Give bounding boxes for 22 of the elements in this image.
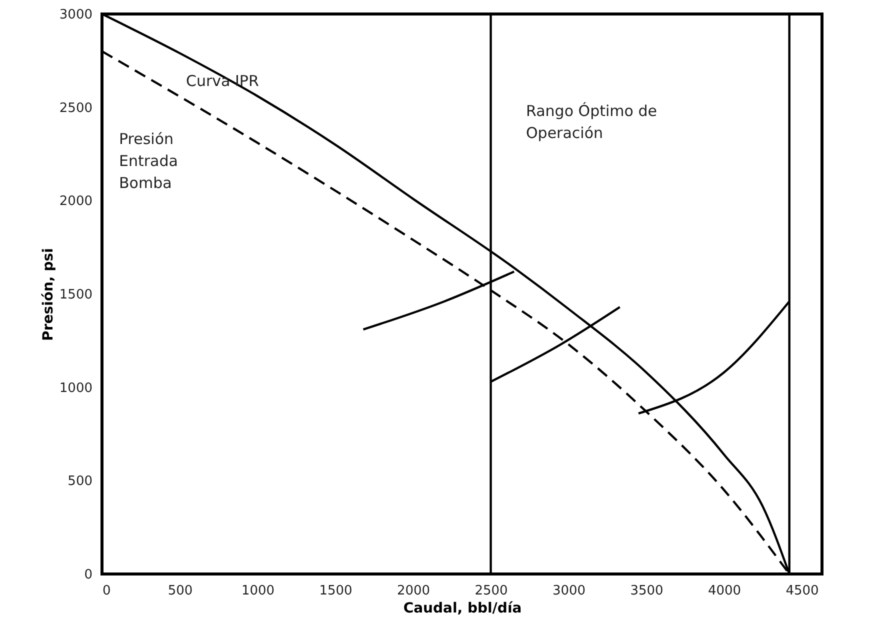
x-tick-label: 2000 bbox=[396, 584, 430, 598]
y-tick-label: 500 bbox=[68, 474, 92, 490]
x-axis-title: Caudal, bbl/día bbox=[403, 600, 522, 616]
annotation: Presión Entrada Bomba bbox=[119, 130, 178, 192]
x-tick-label: 4500 bbox=[786, 584, 819, 598]
y-tick-label: 1500 bbox=[59, 288, 92, 302]
x-tick-label: 3500 bbox=[630, 584, 664, 598]
annotation: Rango Óptimo de Operación bbox=[526, 102, 657, 142]
y-tick-label: 1000 bbox=[59, 380, 92, 396]
x-tick-label: 500 bbox=[168, 584, 193, 598]
x-tick-label: 0 bbox=[102, 584, 111, 598]
y-axis-title: Presión, psi bbox=[40, 248, 56, 341]
x-tick-label: 4000 bbox=[708, 584, 742, 598]
y-tick-label: 0 bbox=[84, 568, 92, 582]
x-tick-label: 1500 bbox=[319, 584, 352, 598]
y-tick-label: 2000 bbox=[59, 194, 92, 210]
x-tick-label: 1000 bbox=[241, 584, 275, 598]
y-tick-label: 2500 bbox=[59, 100, 92, 116]
annotation: Curva IPR bbox=[186, 72, 259, 90]
x-tick-label: 3000 bbox=[552, 584, 586, 598]
y-tick-label: 3000 bbox=[59, 8, 92, 22]
x-tick-label: 2500 bbox=[474, 584, 508, 598]
